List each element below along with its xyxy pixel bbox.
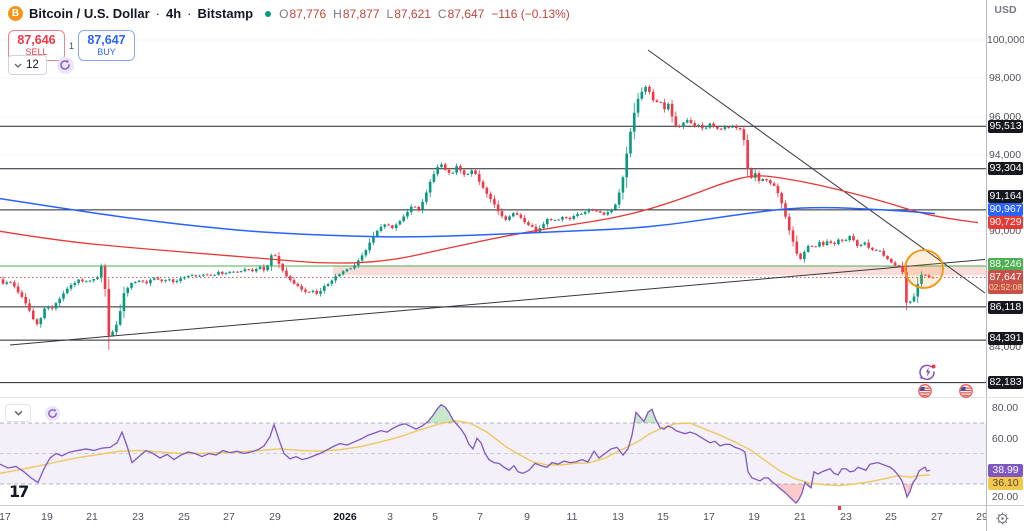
price-level-label: 91,164 — [988, 189, 1023, 203]
rsi-value-label: 38.99 — [988, 463, 1023, 477]
header-separator: · — [187, 6, 192, 21]
candles-count-dropdown[interactable]: 12 — [8, 55, 47, 75]
refresh-icon — [48, 408, 57, 418]
alert-marker — [838, 506, 841, 510]
bitcoin-icon: B — [8, 6, 23, 21]
time-tick: 29 — [976, 511, 986, 523]
price-level-label: 93,304 — [988, 162, 1023, 175]
time-tick: 2026 — [333, 511, 357, 523]
time-tick: 11 — [566, 511, 578, 523]
time-tick: 7 — [477, 511, 483, 523]
time-tick: 5 — [432, 511, 438, 523]
time-tick: 23 — [132, 511, 144, 523]
pane-separator — [986, 397, 1024, 398]
header-separator: · — [155, 6, 160, 21]
price-tick: 98,000 — [988, 72, 1022, 84]
interval-label[interactable]: 4h — [165, 6, 182, 21]
time-tick: 21 — [794, 511, 806, 523]
chart-canvas[interactable] — [0, 0, 986, 505]
highlight-circle — [904, 249, 944, 289]
rsi-value-label: 36.10 — [988, 476, 1023, 490]
price-tick: 94,000 — [988, 149, 1022, 161]
refresh-icon[interactable] — [56, 56, 74, 74]
time-tick: 19 — [41, 511, 53, 523]
ma-fast-line — [0, 175, 979, 264]
axis-settings-gear-icon[interactable] — [996, 512, 1009, 525]
rsi-tick: 80.00 — [991, 402, 1019, 414]
trendline — [9, 259, 986, 346]
price-level-label: 90,729 — [988, 215, 1023, 229]
time-tick: 17 — [703, 511, 715, 523]
time-tick: 15 — [657, 511, 669, 523]
time-tick: 23 — [840, 511, 852, 523]
time-tick: 19 — [748, 511, 760, 523]
market-status-dot — [265, 10, 272, 17]
symbol-header: B Bitcoin / U.S. Dollar · 4h · Bitstamp … — [8, 6, 570, 21]
lightning-event-icon[interactable] — [917, 362, 938, 383]
symbol-title[interactable]: Bitcoin / U.S. Dollar — [29, 6, 150, 21]
order-panel: 87,646 SELL 1 87,647 BUY — [8, 30, 136, 61]
time-tick: 29 — [269, 511, 281, 523]
last-price-label: 87,647 02:52:08 — [988, 270, 1023, 294]
time-tick: 13 — [612, 511, 624, 523]
price-level-label: 88,246 — [988, 258, 1023, 271]
buy-button[interactable]: 87,647 BUY — [78, 30, 136, 61]
axis-currency-label: USD — [994, 4, 1017, 16]
chevron-down-icon — [14, 63, 22, 68]
change-value: −116 (−0.13%) — [491, 6, 570, 21]
time-tick: 9 — [524, 511, 530, 523]
time-tick: 3 — [387, 511, 393, 523]
tradingview-logo[interactable]: 17 — [9, 482, 29, 501]
time-axis-border — [0, 505, 1024, 506]
price-level-label: 86,118 — [988, 300, 1023, 314]
time-axis[interactable]: 17 19 21 23 25 27 29 2026 3 5 7 9 11 13 15 17 19 21 23 25 27… — [0, 506, 986, 531]
us-flag-event-icon[interactable] — [959, 384, 973, 398]
chevron-down-icon — [14, 410, 22, 416]
refresh-icon — [60, 59, 70, 70]
axis-border — [986, 0, 987, 531]
rsi-collapse-dropdown[interactable] — [5, 404, 31, 422]
rsi-tick: 20.00 — [991, 491, 1019, 503]
ohlc-values: O87,776 H87,877 L87,621 C87,647 −116 (−0… — [279, 6, 570, 21]
rsi-tick: 60.00 — [991, 432, 1019, 445]
price-level-label: 84,391 — [988, 331, 1023, 345]
us-flag-event-icon[interactable] — [918, 384, 932, 398]
price-level-label: 82,183 — [988, 375, 1023, 389]
rsi-refresh-icon[interactable] — [45, 405, 60, 421]
ma-slow-line — [0, 197, 936, 238]
time-tick: 21 — [86, 511, 98, 523]
rsi-line — [0, 403, 931, 505]
time-tick: 17 — [0, 511, 11, 523]
time-tick: 25 — [178, 511, 190, 523]
time-tick: 27 — [931, 511, 943, 523]
candlesticks — [1, 84, 935, 350]
time-tick: 25 — [885, 511, 897, 523]
spread-value: 1 — [69, 40, 75, 51]
exchange-label[interactable]: Bitstamp — [197, 6, 254, 21]
supply-zone — [333, 265, 986, 276]
price-tick: 100,000 — [987, 34, 1024, 46]
price-axis[interactable]: USD 100,000 98,000 96,000 94,000 90,000 84,00… — [987, 0, 1024, 505]
price-level-label: 90,967 — [988, 202, 1023, 216]
trendline — [647, 49, 986, 294]
time-tick: 27 — [223, 511, 235, 523]
price-level-label: 95,513 — [988, 119, 1023, 133]
